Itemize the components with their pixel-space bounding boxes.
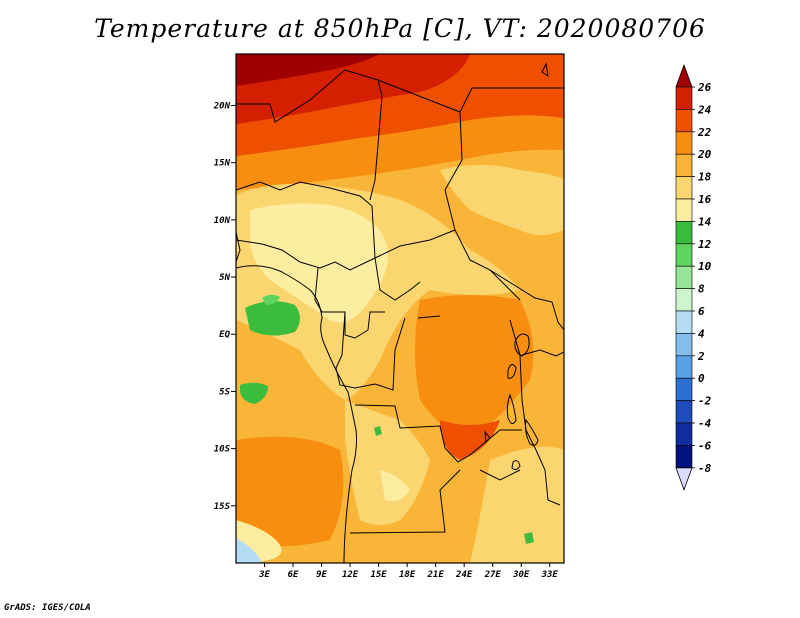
lat-label: 15S — [214, 502, 231, 512]
colorbar-swatch — [675, 333, 693, 357]
colorbar-label: 24 — [697, 103, 712, 116]
colorbar-swatch — [675, 400, 693, 424]
colorbar-swatch — [675, 310, 693, 334]
colorbar-label: 10 — [698, 260, 712, 273]
lon-label: 15E — [370, 570, 387, 580]
country-borders — [236, 69, 564, 534]
colorbar-label: 2 — [697, 350, 705, 363]
colorbar-label: 4 — [698, 327, 705, 340]
lat-label: EQ — [219, 330, 230, 340]
colorbar-label: -6 — [698, 439, 712, 452]
map-title: Temperature at 850hPa [C], VT: 202008070… — [94, 14, 706, 43]
lat-label: 5S — [219, 387, 230, 397]
lon-label: 27E — [484, 570, 502, 580]
lakes — [417, 62, 549, 471]
colorbar-label: 12 — [698, 238, 712, 251]
lat-label: 10S — [214, 445, 231, 455]
colorbar-swatch — [675, 86, 693, 110]
colorbar-label: -8 — [698, 462, 712, 475]
colorbar-bottom-arrow — [675, 467, 693, 491]
colorbar-swatch — [675, 445, 693, 469]
lon-label: 33E — [541, 570, 559, 580]
colorbar-swatch — [675, 377, 693, 401]
colorbar-swatch — [675, 109, 693, 133]
lat-label: 15N — [214, 159, 231, 169]
colorbar-label: 8 — [698, 283, 705, 296]
colorbar-label: 18 — [698, 171, 712, 184]
colorbar-swatch — [675, 221, 693, 245]
coastline — [236, 231, 357, 563]
lon-label: 6E — [288, 570, 299, 580]
colorbar-label: 20 — [697, 148, 712, 161]
colorbar-label: 6 — [698, 305, 705, 318]
lat-label: 10N — [214, 216, 231, 226]
colorbar-swatch — [675, 265, 693, 289]
colorbar-label: -4 — [698, 417, 712, 430]
colorbar-label: 26 — [697, 81, 712, 94]
colorbar-swatch — [675, 355, 693, 379]
lat-label: 20N — [213, 101, 231, 111]
lon-label: 3E — [258, 570, 270, 580]
colorbar-swatch — [675, 288, 693, 312]
colorbar-label: 0 — [698, 372, 705, 385]
lon-label: 18E — [399, 570, 416, 580]
colorbar-swatch — [675, 243, 693, 267]
lon-label: 30E — [512, 570, 530, 580]
colorbar-label: 16 — [698, 193, 712, 206]
colorbar-swatch — [675, 153, 693, 177]
grads-credit: GrADS: IGES/COLA — [4, 603, 91, 613]
latitude-axis: 20N 15N 10N 5N EQ 5S 10S 15S — [213, 101, 236, 512]
map-frame — [235, 53, 565, 564]
colorbar-label: 14 — [698, 215, 712, 228]
colorbar-swatch — [675, 422, 693, 446]
colorbar-swatch — [675, 198, 693, 222]
colorbar-label: -2 — [698, 395, 712, 408]
colorbar-label: 22 — [697, 126, 712, 139]
lon-label: 21E — [427, 570, 445, 580]
colorbar-swatch — [675, 131, 693, 155]
lon-label: 12E — [342, 570, 359, 580]
temperature-field — [236, 54, 564, 563]
colorbar-top-arrow — [675, 63, 693, 88]
lon-label: 9E — [316, 570, 327, 580]
colorbar-swatch — [675, 176, 693, 200]
longitude-axis: 3E 6E 9E 12E 15E 18E 21E 24E 27E 30E 33E — [258, 563, 558, 580]
lon-label: 24E — [455, 570, 473, 580]
lat-label: 5N — [219, 273, 230, 283]
